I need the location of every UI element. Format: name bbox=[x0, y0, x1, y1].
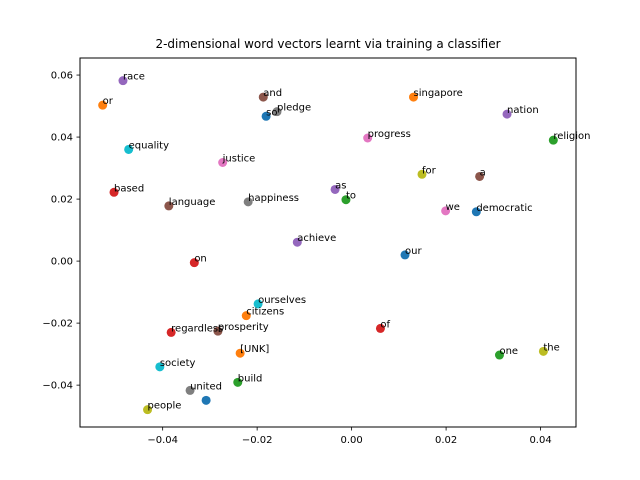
y-tick-label: 0.02 bbox=[51, 195, 73, 206]
data-point-label: based bbox=[114, 183, 144, 194]
data-point bbox=[502, 109, 512, 119]
y-tick-label: 0.00 bbox=[51, 257, 73, 268]
data-point bbox=[218, 157, 228, 167]
data-point-label: achieve bbox=[297, 233, 336, 244]
data-point-label: or bbox=[103, 96, 114, 107]
data-point bbox=[243, 197, 253, 207]
data-point-label: for bbox=[422, 165, 437, 176]
data-point bbox=[400, 250, 410, 260]
data-points bbox=[98, 76, 558, 415]
data-point bbox=[471, 207, 481, 217]
data-point bbox=[417, 169, 427, 179]
data-point bbox=[475, 171, 485, 181]
data-point bbox=[341, 195, 351, 205]
data-point-label: nation bbox=[507, 105, 539, 116]
data-point bbox=[494, 350, 504, 360]
data-point bbox=[189, 258, 199, 268]
data-point-label: citizens bbox=[246, 307, 284, 318]
data-point bbox=[330, 184, 340, 194]
data-point bbox=[109, 187, 119, 197]
chart-title: 2-dimensional word vectors learnt via tr… bbox=[155, 37, 500, 51]
data-point-label: religion bbox=[553, 131, 590, 142]
data-point bbox=[166, 327, 176, 337]
data-point-label: prosperity bbox=[218, 322, 269, 333]
data-point-label: happiness bbox=[248, 193, 299, 204]
data-point bbox=[124, 144, 134, 154]
data-point bbox=[98, 100, 108, 110]
data-point-label: race bbox=[123, 72, 145, 83]
data-point bbox=[538, 346, 548, 356]
x-tick-label: −0.02 bbox=[242, 435, 273, 446]
data-point bbox=[548, 135, 558, 145]
data-point bbox=[292, 237, 302, 247]
data-point bbox=[363, 133, 373, 143]
data-point-label: so bbox=[266, 107, 277, 118]
data-point bbox=[143, 405, 153, 415]
x-tick-label: 0.02 bbox=[435, 435, 457, 446]
data-point-label: the bbox=[543, 342, 559, 353]
data-point bbox=[409, 92, 419, 102]
x-tick-label: −0.04 bbox=[147, 435, 178, 446]
data-point bbox=[253, 299, 263, 309]
data-point-label: a bbox=[480, 167, 486, 178]
data-point-label: build bbox=[238, 373, 263, 384]
data-point-label: people bbox=[148, 401, 182, 412]
data-point bbox=[441, 206, 451, 216]
y-tick-label: −0.04 bbox=[42, 381, 73, 392]
x-tick-label: 0.04 bbox=[529, 435, 551, 446]
axis-ticks: −0.04 −0.02 0.00 0.02 0.04 −0.04 −0.02 0.00 0.02… bbox=[42, 71, 551, 446]
data-point-label: progress bbox=[368, 129, 411, 140]
data-point-label: and bbox=[263, 88, 282, 99]
data-point bbox=[235, 348, 245, 358]
data-point-label: [UNK] bbox=[240, 344, 269, 355]
y-tick-label: 0.06 bbox=[51, 71, 73, 82]
data-point bbox=[118, 76, 128, 86]
data-point-label: democratic bbox=[476, 203, 532, 214]
data-point bbox=[233, 377, 243, 387]
data-point-label: our bbox=[405, 246, 422, 257]
data-point-label: society bbox=[160, 358, 196, 369]
x-tick-label: 0.00 bbox=[340, 435, 362, 446]
data-point-label: we bbox=[446, 202, 460, 213]
data-point-label: pledge bbox=[277, 103, 311, 114]
data-point-label: language bbox=[169, 197, 216, 208]
data-point bbox=[272, 107, 282, 117]
data-point-label: to bbox=[346, 191, 356, 202]
data-point bbox=[201, 395, 211, 405]
data-point-label: one bbox=[499, 346, 518, 357]
data-point-label: of bbox=[380, 319, 390, 330]
data-point-label: as bbox=[335, 180, 346, 191]
data-point bbox=[261, 111, 271, 121]
data-point bbox=[213, 326, 223, 336]
y-tick-label: 0.04 bbox=[51, 133, 73, 144]
data-point bbox=[258, 92, 268, 102]
data-point-label: singapore bbox=[414, 88, 463, 99]
y-tick-label: −0.02 bbox=[42, 319, 73, 330]
data-point bbox=[164, 201, 174, 211]
data-point bbox=[375, 323, 385, 333]
data-point bbox=[155, 362, 165, 372]
data-point-label: on bbox=[194, 254, 206, 265]
data-point-label: united bbox=[190, 381, 222, 392]
data-point-label: equality bbox=[129, 140, 169, 151]
data-point-label: regardless bbox=[171, 323, 223, 334]
data-point-label: justice bbox=[222, 153, 256, 164]
data-point bbox=[185, 385, 195, 395]
plot-area-frame bbox=[79, 57, 577, 428]
data-point bbox=[241, 311, 251, 321]
data-point-label: ourselves bbox=[258, 295, 306, 306]
